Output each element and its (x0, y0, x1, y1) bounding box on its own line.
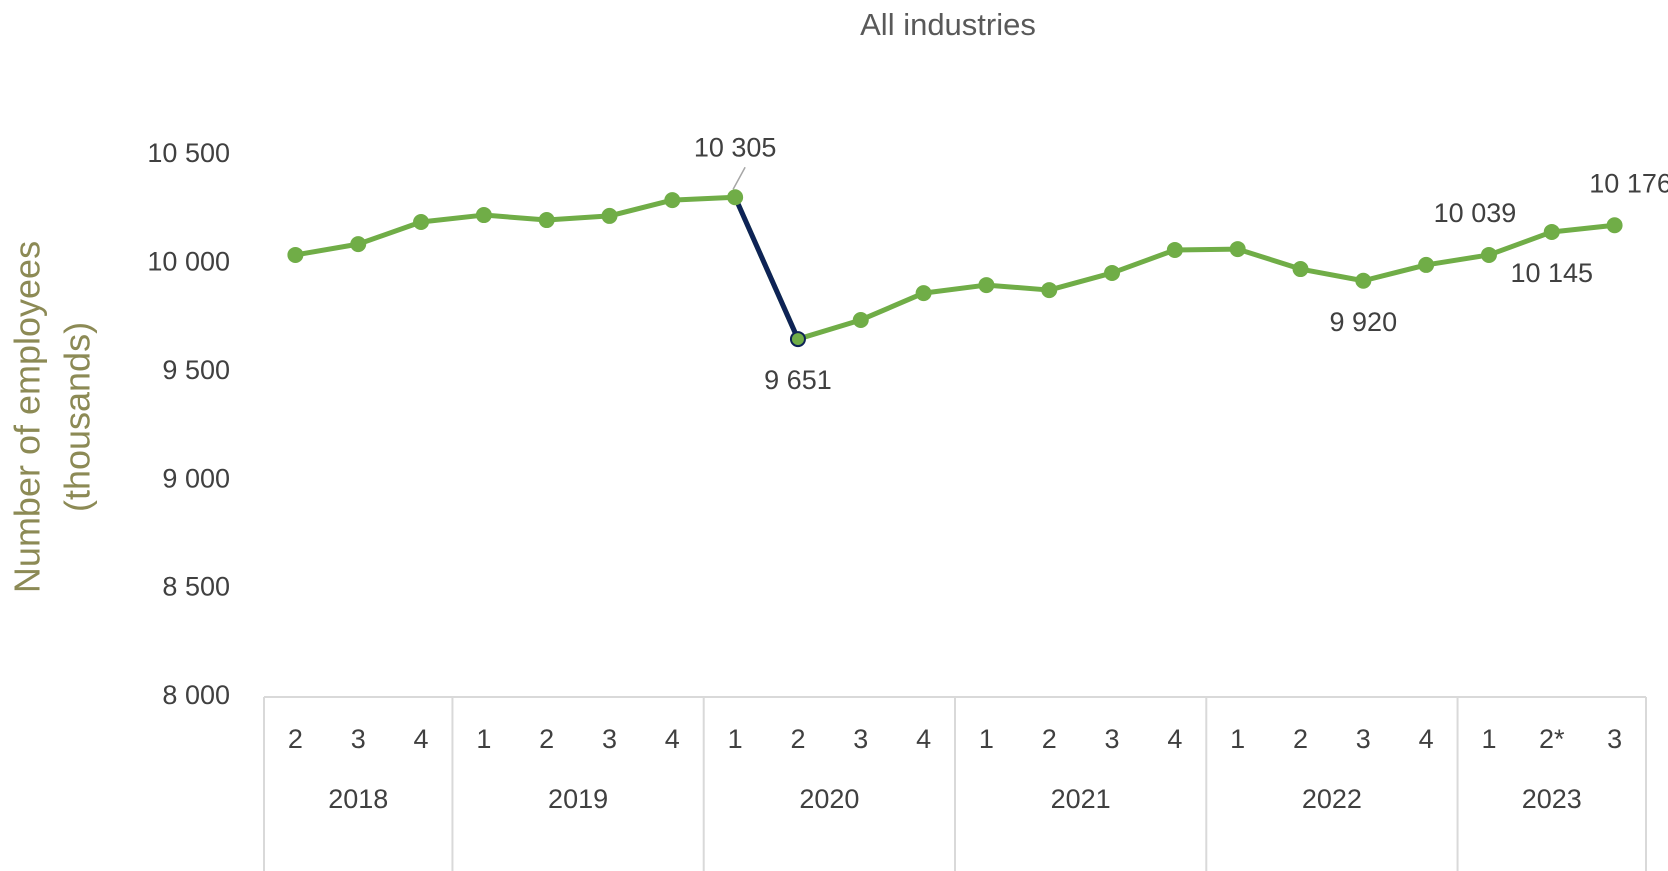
point (1292, 261, 1309, 278)
x-tick-label: 4 (1419, 724, 1434, 754)
point (413, 213, 430, 230)
x-tick-label: 4 (1167, 724, 1182, 754)
y-tick-label: 10 000 (147, 247, 230, 277)
x-tick-label: 3 (1607, 724, 1622, 754)
y-tick-label: 8 500 (162, 572, 230, 602)
data-label: 10 145 (1510, 258, 1593, 288)
data-label: 10 039 (1434, 198, 1517, 228)
x-tick-label: 4 (414, 724, 429, 754)
leader-line (732, 166, 746, 190)
x-tick-label: 1 (979, 724, 994, 754)
x-tick-label: 3 (351, 724, 366, 754)
point (1355, 272, 1372, 289)
x-tick-label: 3 (1356, 724, 1371, 754)
point (538, 212, 555, 229)
x-tick-label: 3 (602, 724, 617, 754)
point (601, 207, 618, 224)
point (475, 207, 492, 224)
data-label: 9 651 (764, 365, 832, 395)
x-tick-label: 1 (1230, 724, 1245, 754)
data-label: 10 305 (694, 132, 777, 162)
x-group-label: 2021 (1051, 784, 1111, 814)
point (1166, 241, 1183, 258)
x-tick-label: 4 (916, 724, 931, 754)
x-tick-label: 2 (539, 724, 554, 754)
data-label: 10 176 (1589, 168, 1668, 198)
point (789, 331, 806, 348)
x-tick-label: 1 (1481, 724, 1496, 754)
x-tick-label: 2* (1539, 724, 1565, 754)
point (1104, 264, 1121, 281)
x-tick-label: 3 (1105, 724, 1120, 754)
highlight-segment (732, 196, 801, 341)
x-tick-label: 3 (853, 724, 868, 754)
x-tick-label: 1 (476, 724, 491, 754)
point (664, 192, 681, 209)
y-axis-label: Number of employees (7, 241, 48, 593)
point (727, 189, 744, 206)
point (978, 277, 995, 294)
x-tick-label: 2 (1042, 724, 1057, 754)
y-axis-label: (thousands) (57, 322, 98, 512)
point (1606, 217, 1623, 234)
line (294, 194, 1615, 342)
point (1418, 256, 1435, 273)
x-tick-label: 4 (665, 724, 680, 754)
y-tick-label: 8 000 (162, 680, 230, 710)
x-group-label: 2022 (1302, 784, 1362, 814)
point (287, 246, 304, 263)
point (852, 311, 869, 328)
y-tick-label: 10 500 (147, 138, 230, 168)
point (1041, 282, 1058, 299)
x-group-label: 2020 (799, 784, 859, 814)
point (1229, 241, 1246, 258)
x-group-label: 2023 (1522, 784, 1582, 814)
data-label: 9 920 (1330, 307, 1398, 337)
x-tick-label: 2 (1293, 724, 1308, 754)
x-tick-label: 1 (728, 724, 743, 754)
point (350, 236, 367, 253)
chart-title: All industries (860, 7, 1036, 42)
point (1543, 223, 1560, 240)
x-tick-label: 2 (288, 724, 303, 754)
y-tick-label: 9 500 (162, 355, 230, 385)
x-tick-label: 2 (790, 724, 805, 754)
y-tick-label: 9 000 (162, 463, 230, 493)
point (1480, 246, 1497, 263)
point (915, 285, 932, 302)
x-group-label: 2019 (548, 784, 608, 814)
x-group-label: 2018 (328, 784, 388, 814)
